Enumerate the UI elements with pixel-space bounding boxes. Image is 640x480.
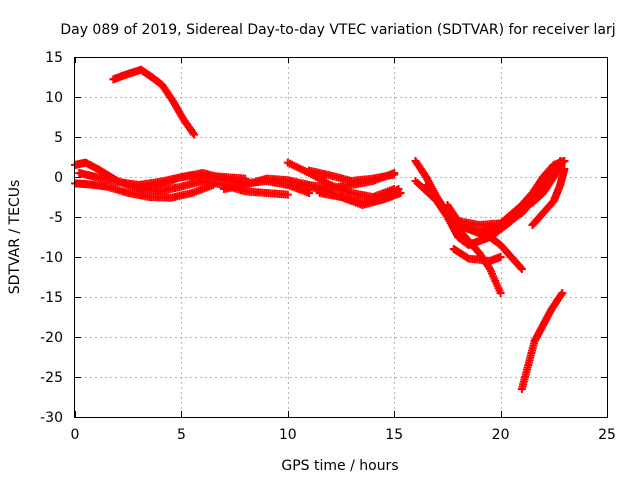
x-tick-label: 15: [385, 427, 403, 443]
axis-ticks: 0 5 10 15 20 25 -30 -25 -20 -15 -10 -5 0 5 10 15: [40, 50, 616, 443]
y-tick-label: -5: [49, 210, 63, 226]
x-tick-label: 0: [71, 427, 80, 443]
x-tick-label: 10: [279, 427, 297, 443]
x-tick-label: 5: [177, 427, 186, 443]
data-point: [560, 165, 569, 173]
data-point: [394, 185, 403, 193]
data-point: [516, 263, 525, 272]
data-point: [496, 289, 505, 297]
y-tick-label: 0: [54, 170, 63, 186]
series-arc-1: [109, 65, 199, 139]
series-arc-19: [528, 165, 569, 229]
y-tick-label: -15: [40, 290, 63, 306]
y-tick-label: 5: [54, 130, 63, 146]
series-arc-9: [305, 166, 399, 185]
data-point: [496, 253, 505, 261]
series-arc-18: [496, 157, 569, 233]
y-tick-label: -25: [40, 370, 63, 386]
data-point: [209, 181, 218, 189]
data-point: [190, 130, 199, 139]
data-point: [557, 290, 566, 299]
y-tick-label: -20: [40, 330, 63, 346]
data-point: [558, 289, 567, 297]
y-tick-label: 15: [45, 50, 63, 66]
series-arc-20: [517, 289, 567, 393]
series-arc-3: [71, 179, 218, 202]
x-tick-label: 25: [598, 427, 616, 443]
data-point: [517, 265, 526, 273]
data-point: [392, 186, 401, 195]
plot-frame: [74, 57, 608, 418]
y-axis-label: SDTVAR / TECUs: [7, 180, 23, 295]
data-point: [283, 190, 292, 199]
y-tick-label: 10: [45, 90, 63, 106]
y-tick-label: -10: [40, 250, 63, 266]
x-tick-label: 20: [492, 427, 510, 443]
chart-title: Day 089 of 2019, Sidereal Day-to-day VTE…: [60, 22, 615, 38]
y-tick-label: -30: [40, 410, 63, 426]
data-point: [390, 170, 399, 179]
data-point: [189, 129, 198, 138]
x-axis-label: GPS time / hours: [281, 458, 398, 474]
data-point: [560, 157, 569, 165]
data-points: [71, 65, 569, 393]
series-arc-16: [449, 245, 505, 265]
series-arc-10: [315, 185, 403, 209]
